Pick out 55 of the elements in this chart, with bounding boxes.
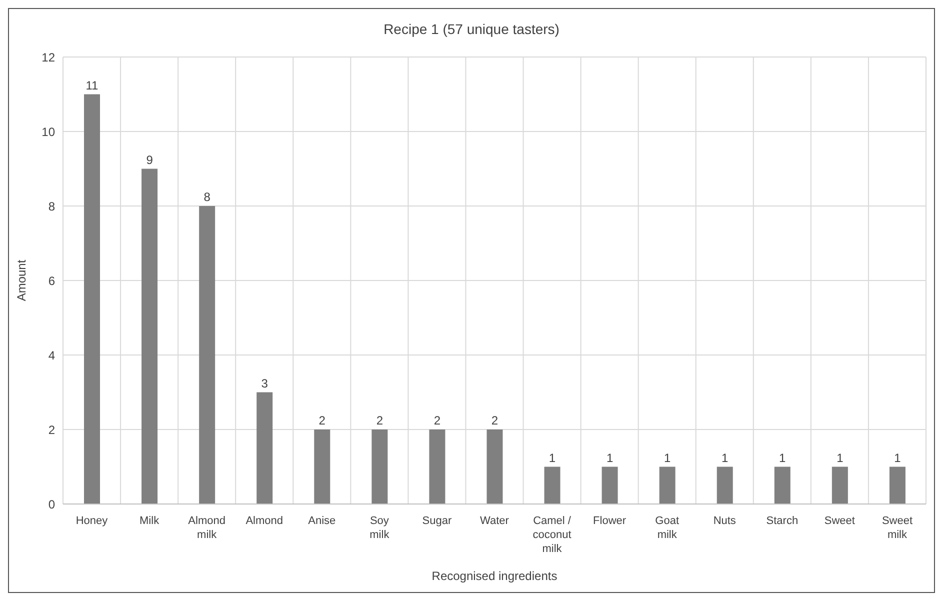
- bar: [889, 466, 906, 504]
- data-label: 1: [722, 450, 729, 465]
- x-tick-label: Camel / coconut milk: [532, 515, 572, 555]
- data-label: 2: [491, 414, 498, 428]
- y-tick-label: 2: [48, 422, 56, 437]
- x-tick-label: Anise: [308, 515, 336, 527]
- bar: [256, 392, 273, 504]
- bar: [142, 168, 158, 504]
- y-tick-label: 12: [42, 50, 56, 64]
- y-axis-title: Amount: [14, 259, 28, 302]
- y-tick-label: 10: [42, 124, 56, 139]
- data-label: 1: [779, 450, 786, 465]
- x-tick-label: Water: [480, 515, 510, 527]
- data-label: 1: [548, 450, 556, 465]
- data-label: 2: [434, 414, 441, 428]
- bar: [716, 466, 733, 504]
- x-tick-label: Milk: [140, 515, 160, 527]
- bar: [314, 430, 330, 504]
- y-tick-label: 4: [48, 348, 56, 362]
- x-tick-label: Almond milk: [188, 515, 226, 541]
- bar: [602, 466, 618, 504]
- x-tick-label: Sweet milk: [882, 515, 913, 541]
- bar: [774, 466, 790, 504]
- x-tick-label: Sugar: [422, 515, 452, 527]
- y-tick-label: 8: [48, 199, 56, 214]
- y-tick-label: 0: [48, 497, 56, 512]
- bar: [199, 206, 216, 504]
- data-label: 8: [204, 190, 211, 204]
- x-tick-label: Soy milk: [370, 515, 390, 541]
- chart-title: Recipe 1 (57 unique tasters): [382, 21, 560, 37]
- data-label: 1: [894, 450, 902, 465]
- data-label: 1: [606, 450, 614, 465]
- bar: [486, 430, 503, 504]
- data-label: 11: [86, 78, 99, 92]
- x-tick-label: Sweet: [824, 515, 855, 527]
- data-label: 1: [664, 450, 671, 465]
- x-tick-label: Honey: [76, 515, 108, 527]
- x-axis-title: Recognised ingredients: [432, 569, 558, 583]
- data-label: 9: [146, 152, 154, 167]
- x-tick-label: Flower: [593, 515, 626, 527]
- x-tick-label: Almond: [246, 515, 284, 527]
- bar: [429, 430, 446, 504]
- bar: [659, 466, 676, 504]
- x-tick-label: Starch: [766, 515, 798, 527]
- bar: [84, 94, 100, 504]
- y-tick-label: 6: [48, 274, 56, 288]
- data-label: 2: [318, 414, 326, 428]
- bar: [544, 466, 560, 504]
- bar: [832, 466, 848, 504]
- x-tick-label: Nuts: [713, 515, 736, 527]
- data-label: 2: [376, 414, 384, 428]
- x-tick-label: Goat milk: [655, 515, 680, 541]
- bar: [372, 430, 388, 504]
- data-label: 3: [261, 376, 268, 390]
- data-label: 1: [836, 450, 844, 465]
